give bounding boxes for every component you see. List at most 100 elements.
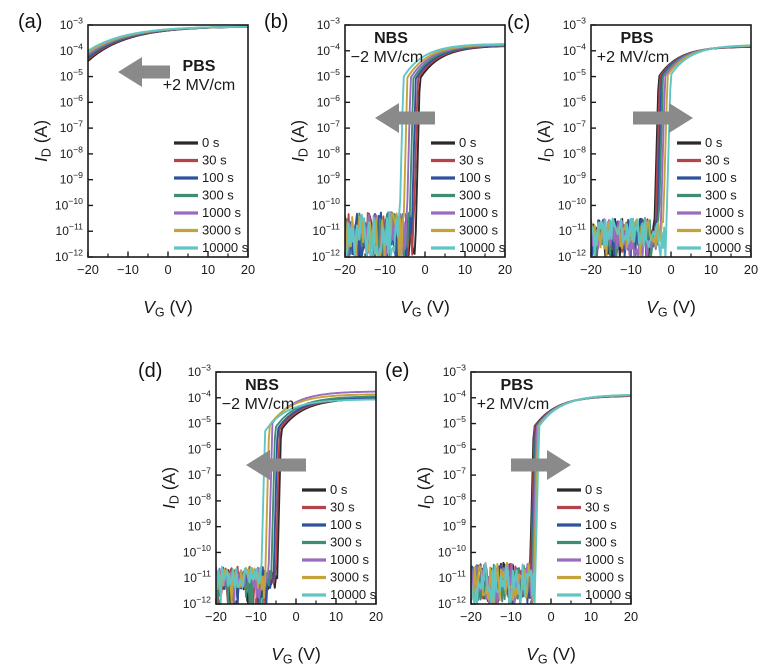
legend-label: 1000 s (585, 552, 625, 567)
shift-arrow-right-icon (633, 103, 693, 133)
x-tick-label: 20 (241, 262, 255, 277)
x-tick-label: 10 (458, 262, 472, 277)
legend-label: 30 s (330, 500, 355, 515)
panel-label-b: (b) (264, 11, 289, 33)
y-tick-label: 10−10 (312, 196, 340, 213)
legend-label: 300 s (459, 188, 491, 203)
y-tick-label: 10−5 (563, 67, 586, 84)
legend-label: 1000 s (705, 205, 745, 220)
curve-10000-s (345, 43, 505, 257)
y-axis-ticks: 10−3 10−4 10−5 10−6 10−7 10−8 10−9 10−10 10−11 10… (558, 16, 596, 264)
legend-label: 10000 s (202, 240, 249, 255)
y-tick-label: 10−7 (317, 119, 340, 136)
legend-label: 100 s (459, 170, 491, 185)
legend-label: 10000 s (705, 240, 752, 255)
stress-annotation: PBS +2 MV/cm (477, 377, 549, 413)
x-tick-label: 20 (744, 262, 758, 277)
chart-panel-e: 10−310−410−510−610−710−810−910−1010−1110… (414, 363, 638, 667)
y-tick-label: 10−11 (313, 222, 341, 239)
stress-field-label: −2 MV/cm (222, 396, 294, 413)
y-axis-title: ID (A) (534, 120, 557, 162)
y-tick-label: 10−8 (443, 491, 466, 508)
y-tick-label: 10−4 (443, 388, 466, 405)
x-axis-ticks: −20 −10 0 10 20 (580, 251, 758, 277)
x-tick-label: −20 (205, 609, 227, 624)
stress-type-label: NBS (374, 30, 408, 47)
x-tick-label: 0 (164, 262, 171, 277)
x-tick-label: 10 (584, 609, 598, 624)
y-axis-ticks: 10−3 10−4 10−5 10−6 10−7 10−8 10−9 10−10 10−11 10… (55, 16, 93, 265)
x-tick-label: 0 (667, 262, 674, 277)
x-axis-ticks: −20 −10 0 10 20 (77, 251, 255, 277)
x-axis-ticks: −20 −10 0 10 20 (205, 598, 383, 624)
axes: 10−310−410−510−610−710−810−910−1010−1110… (438, 363, 638, 625)
y-tick-label: 10−11 (439, 569, 467, 586)
legend-label: 300 s (705, 188, 737, 203)
legend-label: 0 s (330, 482, 348, 497)
x-tick-label: −20 (580, 262, 602, 277)
svg-text:ID (A): ID (A) (31, 120, 54, 162)
y-tick-label: 10−6 (188, 440, 211, 457)
x-tick-label: 20 (624, 609, 638, 624)
x-tick-label: 0 (547, 609, 554, 624)
y-axis-ticks: 10−3 10−4 10−5 10−6 10−7 10−8 10−9 10−10 10−11 10… (312, 16, 350, 264)
plot-frame (215, 371, 377, 605)
y-tick-label: 10−5 (60, 67, 83, 84)
y-tick-label: 10−10 (183, 543, 211, 560)
y-tick-label: 10−5 (188, 414, 211, 431)
x-axis-title: VG (V) (646, 297, 696, 320)
curves (471, 393, 631, 604)
y-tick-label: 10−7 (563, 119, 586, 136)
stress-type-label: NBS (245, 377, 279, 394)
x-tick-label: −20 (77, 262, 99, 277)
plot-frame (344, 24, 506, 258)
stress-type-label: PBS (621, 30, 654, 47)
y-tick-label: 10−3 (443, 363, 466, 380)
y-tick-label: 10−12 (55, 248, 83, 265)
shift-arrow-left-icon (375, 103, 435, 133)
plot-frame (87, 24, 249, 258)
x-tick-label: 10 (329, 609, 343, 624)
x-axis-title: VG (V) (143, 297, 193, 320)
y-axis-title: ID (A) (31, 120, 54, 162)
svg-text:ID (A): ID (A) (288, 120, 311, 162)
stress-field-label: −2 MV/cm (351, 49, 423, 66)
y-axis-ticks: 10−3 10−4 10−5 10−6 10−7 10−8 10−9 10−10 10−11 10… (183, 363, 221, 612)
legend-label: 100 s (202, 170, 234, 185)
x-tick-label: 20 (498, 262, 512, 277)
legend: 0 s 30 s 100 s 300 s 1000 s 3000 s 10000 s (174, 135, 249, 255)
x-axis-title: VG (V) (271, 644, 321, 667)
y-axis-title: ID (A) (414, 467, 437, 509)
shift-arrow-left-icon (246, 450, 306, 480)
y-tick-label: 10−8 (60, 144, 83, 161)
axes: 10−310−410−510−610−710−810−910−1010−1110… (312, 16, 512, 278)
y-axis-title: ID (A) (288, 120, 311, 162)
curves (591, 44, 751, 257)
legend-label: 1000 s (459, 205, 499, 220)
legend-label: 0 s (705, 135, 723, 150)
y-tick-label: 10−12 (438, 595, 466, 612)
y-tick-label: 10−12 (183, 595, 211, 612)
legend-label: 3000 s (705, 223, 745, 238)
y-tick-label: 10−9 (317, 170, 340, 187)
y-tick-label: 10−6 (563, 93, 586, 110)
y-tick-label: 10−9 (443, 517, 466, 534)
legend: 0 s 30 s 100 s 300 s 1000 s 3000 s 10000 s (302, 482, 377, 602)
chart-panel-c: 10−310−410−510−610−710−810−910−1010−1110… (534, 16, 758, 320)
y-tick-label: 10−4 (188, 388, 211, 405)
svg-text:ID (A): ID (A) (414, 467, 437, 509)
chart-panel-b: 10−310−410−510−610−710−810−910−1010−1110… (288, 16, 512, 320)
legend-label: 0 s (202, 135, 220, 150)
x-tick-label: −20 (460, 609, 482, 624)
y-tick-label: 10−7 (443, 466, 466, 483)
legend: 0 s 30 s 100 s 300 s 1000 s 3000 s 10000 s (677, 135, 752, 255)
y-tick-label: 10−7 (188, 466, 211, 483)
x-tick-label: 0 (292, 609, 299, 624)
legend-label: 3000 s (202, 223, 242, 238)
x-tick-label: 10 (704, 262, 718, 277)
y-tick-label: 10−6 (317, 93, 340, 110)
x-tick-label: −10 (500, 609, 522, 624)
panel-label-c: (c) (507, 12, 531, 34)
y-axis-ticks: 10−3 10−4 10−5 10−6 10−7 10−8 10−9 10−10 10−11 10… (438, 363, 476, 612)
